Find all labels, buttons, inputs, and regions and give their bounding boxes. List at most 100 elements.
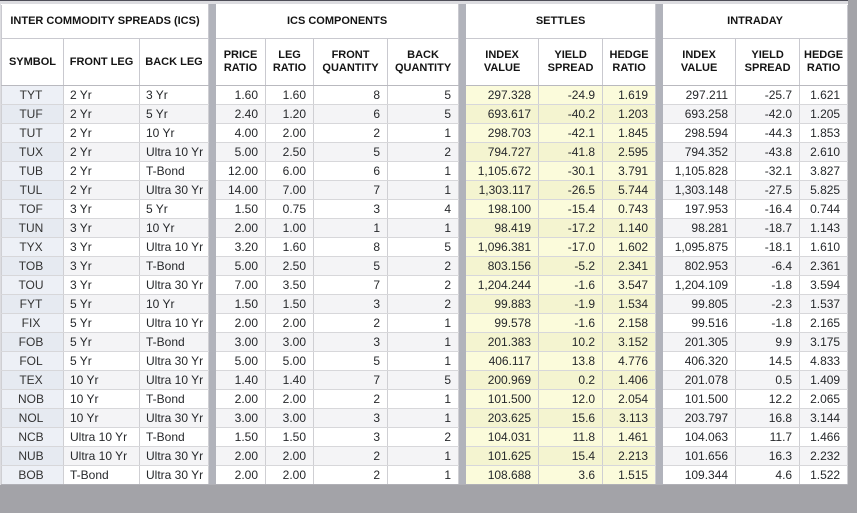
leg-ratio-cell: 2.00 (265, 389, 315, 409)
back-quantity-cell: 1 (387, 180, 460, 200)
front-leg-cell: T-Bond (63, 465, 140, 485)
intraday-yield-spread-cell: 14.5 (735, 351, 801, 371)
back-quantity-cell: 5 (387, 85, 460, 105)
column-header-row: SYMBOL FRONT LEG BACK LEG PRICE RATIO LE… (1, 38, 849, 86)
settles-index-value-cell: 803.156 (465, 256, 540, 276)
price-ratio-cell: 1.50 (215, 199, 267, 219)
table-row: TUB 2 Yr T-Bond 12.00 6.00 6 1 1,105.672 -30.1 3.… (1, 161, 849, 181)
group-gutter (655, 38, 664, 86)
group-gutter (655, 199, 664, 219)
group-gutter (458, 123, 467, 143)
intraday-index-value-cell: 101.500 (662, 389, 737, 409)
front-leg-cell: 5 Yr (63, 313, 140, 333)
settles-index-value-cell: 99.883 (465, 294, 540, 314)
intraday-yield-spread-cell: -6.4 (735, 256, 801, 276)
intraday-hedge-ratio-cell: 1.621 (799, 85, 849, 105)
col-header-front-quantity: FRONT QUANTITY (313, 38, 389, 86)
settles-hedge-ratio-cell: 2.158 (602, 313, 657, 333)
intraday-hedge-ratio-cell: 2.361 (799, 256, 849, 276)
col-header-price-ratio: PRICE RATIO (215, 38, 267, 86)
back-leg-cell: 10 Yr (139, 294, 210, 314)
intraday-hedge-ratio-cell: 1.466 (799, 427, 849, 447)
table-row: NUB Ultra 10 Yr Ultra 30 Yr 2.00 2.00 2 1 101.6… (1, 446, 849, 466)
intraday-hedge-ratio-cell: 2.065 (799, 389, 849, 409)
group-gutter (458, 218, 467, 238)
table-row: FYT 5 Yr 10 Yr 1.50 1.50 3 2 99.883 -1.9 1.534 99.… (1, 294, 849, 314)
front-quantity-cell: 7 (313, 275, 389, 295)
settles-index-value-cell: 203.625 (465, 408, 540, 428)
group-gutter (208, 123, 217, 143)
group-gutter (208, 408, 217, 428)
price-ratio-cell: 1.50 (215, 294, 267, 314)
leg-ratio-cell: 1.00 (265, 218, 315, 238)
back-leg-cell: Ultra 10 Yr (139, 142, 210, 162)
table-row: TUT 2 Yr 10 Yr 4.00 2.00 2 1 298.703 -42.1 1.845 2… (1, 123, 849, 143)
settles-yield-spread-cell: 15.6 (538, 408, 604, 428)
intraday-hedge-ratio-cell: 2.165 (799, 313, 849, 333)
leg-ratio-cell: 1.60 (265, 85, 315, 105)
front-leg-cell: 2 Yr (63, 85, 140, 105)
intraday-yield-spread-cell: -16.4 (735, 199, 801, 219)
back-leg-cell: Ultra 30 Yr (139, 180, 210, 200)
back-quantity-cell: 1 (387, 218, 460, 238)
settles-index-value-cell: 101.500 (465, 389, 540, 409)
group-gutter (208, 313, 217, 333)
group-gutter (458, 142, 467, 162)
settles-hedge-ratio-cell: 2.213 (602, 446, 657, 466)
intraday-hedge-ratio-cell: 3.175 (799, 332, 849, 352)
leg-ratio-cell: 2.50 (265, 256, 315, 276)
settles-yield-spread-cell: -42.1 (538, 123, 604, 143)
group-gutter (655, 161, 664, 181)
settles-index-value-cell: 794.727 (465, 142, 540, 162)
symbol-cell: TOU (1, 275, 64, 295)
front-leg-cell: 5 Yr (63, 332, 140, 352)
symbol-cell: TOB (1, 256, 64, 276)
front-quantity-cell: 8 (313, 85, 389, 105)
intraday-index-value-cell: 99.805 (662, 294, 737, 314)
intraday-index-value-cell: 104.063 (662, 427, 737, 447)
leg-ratio-cell: 3.50 (265, 275, 315, 295)
group-gutter (655, 256, 664, 276)
price-ratio-cell: 2.00 (215, 218, 267, 238)
back-leg-cell: Ultra 10 Yr (139, 237, 210, 257)
price-ratio-cell: 2.00 (215, 389, 267, 409)
front-quantity-cell: 3 (313, 294, 389, 314)
intraday-index-value-cell: 101.656 (662, 446, 737, 466)
price-ratio-cell: 3.00 (215, 408, 267, 428)
price-ratio-cell: 1.50 (215, 427, 267, 447)
price-ratio-cell: 2.00 (215, 465, 267, 485)
back-quantity-cell: 2 (387, 275, 460, 295)
intraday-hedge-ratio-cell: 3.144 (799, 408, 849, 428)
group-gutter (458, 351, 467, 371)
intraday-index-value-cell: 1,303.148 (662, 180, 737, 200)
settles-yield-spread-cell: 15.4 (538, 446, 604, 466)
table-row: FIX 5 Yr Ultra 10 Yr 2.00 2.00 2 1 99.578 -1.6 2.… (1, 313, 849, 333)
group-gutter (208, 275, 217, 295)
symbol-cell: TUN (1, 218, 64, 238)
group-gutter (458, 4, 467, 39)
leg-ratio-cell: 1.20 (265, 104, 315, 124)
settles-hedge-ratio-cell: 3.113 (602, 408, 657, 428)
intraday-index-value-cell: 99.516 (662, 313, 737, 333)
settles-hedge-ratio-cell: 3.547 (602, 275, 657, 295)
col-header-settles-hedge-ratio: HEDGE RATIO (602, 38, 657, 86)
leg-ratio-cell: 2.00 (265, 313, 315, 333)
front-leg-cell: 2 Yr (63, 142, 140, 162)
group-gutter (208, 427, 217, 447)
table-row: TYX 3 Yr Ultra 10 Yr 3.20 1.60 8 5 1,096.381 -17… (1, 237, 849, 257)
group-gutter (655, 4, 664, 39)
symbol-cell: FOB (1, 332, 64, 352)
front-leg-cell: 3 Yr (63, 237, 140, 257)
group-gutter (458, 427, 467, 447)
front-quantity-cell: 5 (313, 142, 389, 162)
group-gutter (208, 256, 217, 276)
intraday-index-value-cell: 201.078 (662, 370, 737, 390)
symbol-cell: FOL (1, 351, 64, 371)
table-row: FOB 5 Yr T-Bond 3.00 3.00 3 1 201.383 10.2 3.152 2… (1, 332, 849, 352)
group-header-settles: SETTLES (465, 4, 657, 39)
symbol-cell: TUT (1, 123, 64, 143)
intraday-index-value-cell: 98.281 (662, 218, 737, 238)
table-row: TOU 3 Yr Ultra 30 Yr 7.00 3.50 7 2 1,204.244 -1.… (1, 275, 849, 295)
symbol-cell: TUF (1, 104, 64, 124)
front-leg-cell: 2 Yr (63, 180, 140, 200)
